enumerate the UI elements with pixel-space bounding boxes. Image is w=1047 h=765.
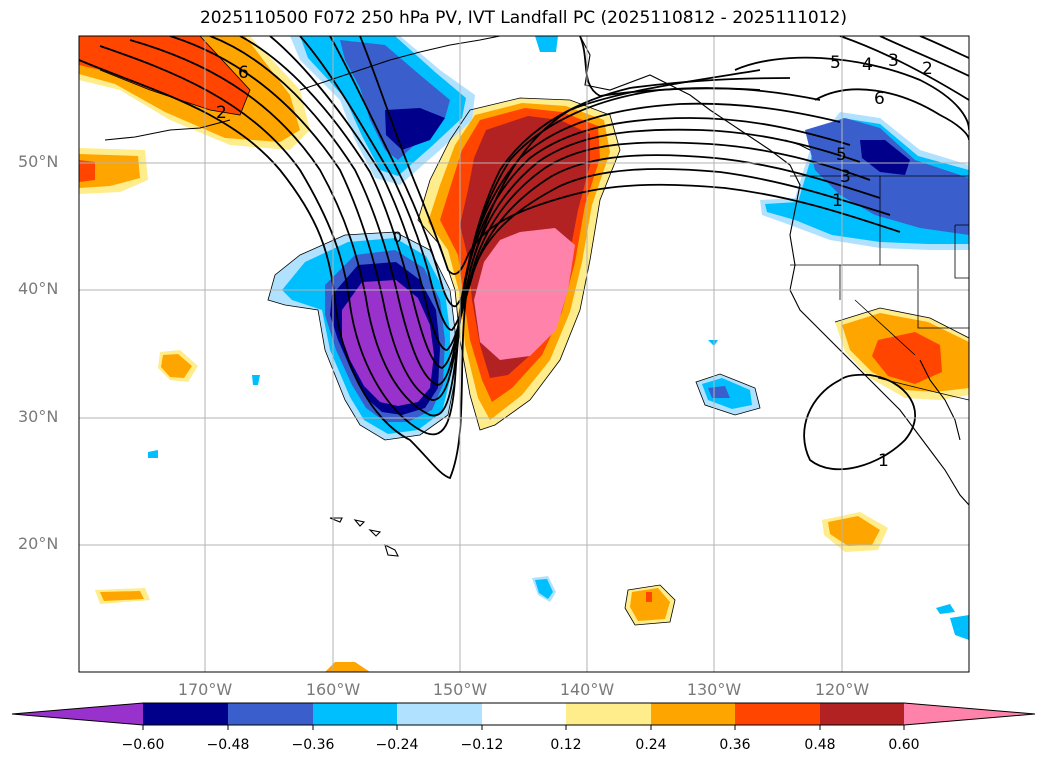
contour-label: 4: [862, 55, 873, 75]
contour-label: 2: [216, 103, 227, 123]
political-borders: [790, 175, 969, 401]
colorbar-extend-low: [12, 703, 143, 725]
contour-label: 1: [832, 191, 843, 211]
coastlines: [104, 36, 969, 557]
lat-label: 20°N: [18, 534, 59, 553]
colorbar-segment: [651, 703, 735, 725]
colorbar: [11, 702, 1036, 730]
contour-label: 6: [238, 63, 249, 83]
lat-label: 40°N: [18, 279, 59, 298]
colorbar-segment: [313, 703, 397, 725]
pv-positive-anomalies: [79, 36, 969, 672]
colorbar-extend-high: [904, 703, 1035, 725]
colorbar-tick-label: 0.24: [635, 737, 667, 753]
contour-label: 1: [878, 451, 889, 471]
colorbar-segment: [397, 703, 482, 725]
colorbar-segment: [228, 703, 313, 725]
ivt-contours: [79, 36, 969, 480]
plot-frame: [78, 35, 970, 673]
colorbar-tick-label: −0.12: [460, 737, 504, 753]
lon-label: 150°W: [432, 680, 488, 699]
lat-label: 30°N: [18, 407, 59, 426]
contour-labels: 6 2 0 5 4 3 2 6 5 3 1 1: [216, 51, 933, 471]
colorbar-tick-label: 0.48: [804, 737, 836, 753]
contour-label: 5: [836, 145, 847, 165]
gridlines: [79, 36, 969, 672]
colorbar-tick-label: 0.60: [888, 737, 920, 753]
lon-label: 130°W: [686, 680, 742, 699]
colorbar-ticks: [142, 725, 905, 730]
colorbar-tick-label: 0.36: [719, 737, 751, 753]
colorbar-segment: [566, 703, 651, 725]
map-title: 2025110500 F072 250 hPa PV, IVT Landfall…: [199, 8, 847, 28]
contour-label: 5: [830, 53, 841, 73]
colorbar-tick-label: −0.48: [206, 737, 250, 753]
colorbar-tick-label: −0.24: [375, 737, 419, 753]
colorbar-segment: [482, 703, 566, 725]
lat-label: 50°N: [18, 152, 59, 171]
contour-label: 6: [874, 89, 885, 109]
contour-label: 3: [840, 167, 851, 187]
lon-label: 120°W: [814, 680, 870, 699]
lon-label: 160°W: [305, 680, 361, 699]
colorbar-segment: [820, 703, 904, 725]
contour-label: 3: [888, 51, 899, 71]
colorbar-segment: [735, 703, 820, 725]
contour-label: 2: [922, 59, 933, 79]
contour-label: 0: [393, 230, 402, 246]
colorbar-segment: [143, 703, 228, 725]
pv-negative-anomalies: [148, 36, 969, 640]
lon-label: 140°W: [559, 680, 615, 699]
colorbar-tick-label: 0.12: [550, 737, 582, 753]
lon-label: 170°W: [177, 680, 233, 699]
colorbar-tick-label: −0.36: [291, 737, 335, 753]
colorbar-tick-label: −0.60: [121, 737, 165, 753]
